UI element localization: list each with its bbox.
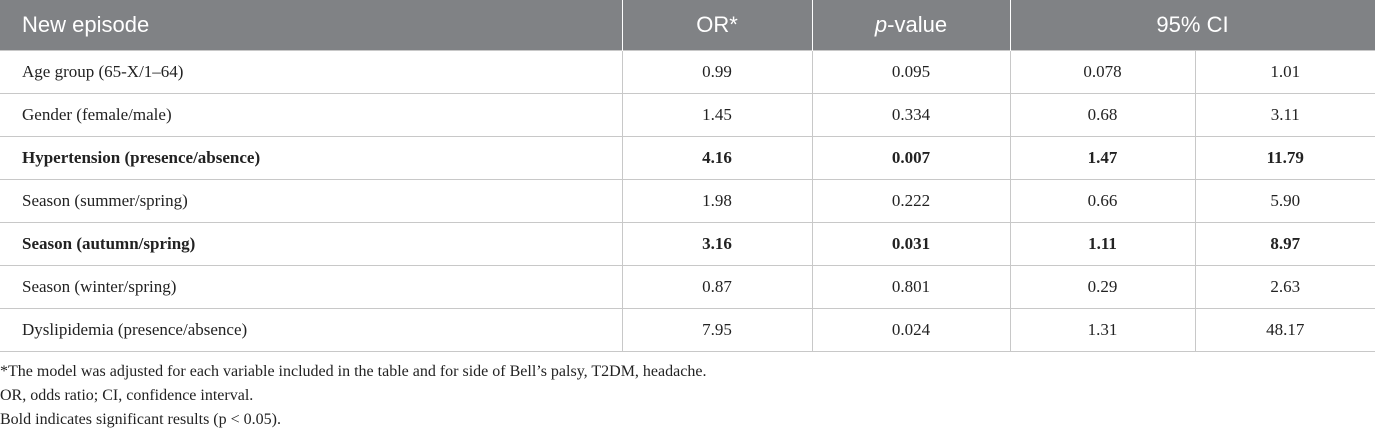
cell: 0.031: [811, 222, 1011, 266]
table-body: Age group (65-X/1–64) 0.99 0.095 0.078 1.01 G…: [0, 50, 1375, 352]
cell: 1.01: [1194, 50, 1375, 94]
footnote: OR, odds ratio; CI, confidence interval.: [0, 387, 254, 404]
cell: 0.024: [811, 308, 1011, 352]
row-label: Hypertension (presence/absence): [0, 136, 623, 180]
cell: 0.007: [811, 136, 1011, 180]
header-cell: 95% CI: [1010, 0, 1375, 51]
cell: 48.17: [1194, 308, 1375, 352]
table-row: Hypertension (presence/absence) 4.16 0.007…: [0, 136, 1375, 180]
cell: 7.95: [621, 308, 813, 352]
row-label: Age group (65-X/1–64): [0, 50, 623, 94]
header-cell: New episode: [0, 0, 623, 51]
row-label: Season (winter/spring): [0, 265, 623, 309]
cell: 0.29: [1009, 265, 1196, 309]
cell: 0.078: [1009, 50, 1196, 94]
cell: 0.334: [811, 93, 1011, 137]
table-row: Dyslipidemia (presence/absence) 7.95 0.024…: [0, 308, 1375, 352]
header-cell: OR*: [622, 0, 813, 51]
cell: 4.16: [621, 136, 813, 180]
table-row: Season (summer/spring) 1.98 0.222 0.66 5.90: [0, 179, 1375, 223]
header-cell: p-value: [812, 0, 1011, 51]
row-label: Dyslipidemia (presence/absence): [0, 308, 623, 352]
row-label: Season (summer/spring): [0, 179, 623, 223]
cell: 0.99: [621, 50, 813, 94]
table-row: Season (winter/spring) 0.87 0.801 0.29 2.63: [0, 265, 1375, 309]
results-table: New episode OR* p-value 95% CI Age group (6…: [0, 0, 1375, 352]
footnote: *The model was adjusted for each variabl…: [0, 363, 707, 380]
cell: 2.63: [1194, 265, 1375, 309]
cell: 3.11: [1194, 93, 1375, 137]
table-row: Age group (65-X/1–64) 0.99 0.095 0.078 1.01: [0, 50, 1375, 94]
cell: 1.31: [1009, 308, 1196, 352]
row-label: Season (autumn/spring): [0, 222, 623, 266]
footnotes: *The model was adjusted for each variabl…: [0, 352, 1375, 432]
footnote: Bold indicates significant results (p < …: [0, 411, 281, 428]
cell: 11.79: [1194, 136, 1375, 180]
cell: 0.66: [1009, 179, 1196, 223]
cell: 0.095: [811, 50, 1011, 94]
row-label: Gender (female/male): [0, 93, 623, 137]
cell: 1.47: [1009, 136, 1196, 180]
cell: 8.97: [1194, 222, 1375, 266]
cell: 1.98: [621, 179, 813, 223]
cell: 5.90: [1194, 179, 1375, 223]
cell: 0.87: [621, 265, 813, 309]
cell: 0.222: [811, 179, 1011, 223]
cell: 1.45: [621, 93, 813, 137]
cell: 0.801: [811, 265, 1011, 309]
table-row: Season (autumn/spring) 3.16 0.031 1.11 8.97: [0, 222, 1375, 266]
header-row: New episode OR* p-value 95% CI: [0, 0, 1375, 51]
cell: 1.11: [1009, 222, 1196, 266]
cell: 3.16: [621, 222, 813, 266]
table-row: Gender (female/male) 1.45 0.334 0.68 3.11: [0, 93, 1375, 137]
cell: 0.68: [1009, 93, 1196, 137]
